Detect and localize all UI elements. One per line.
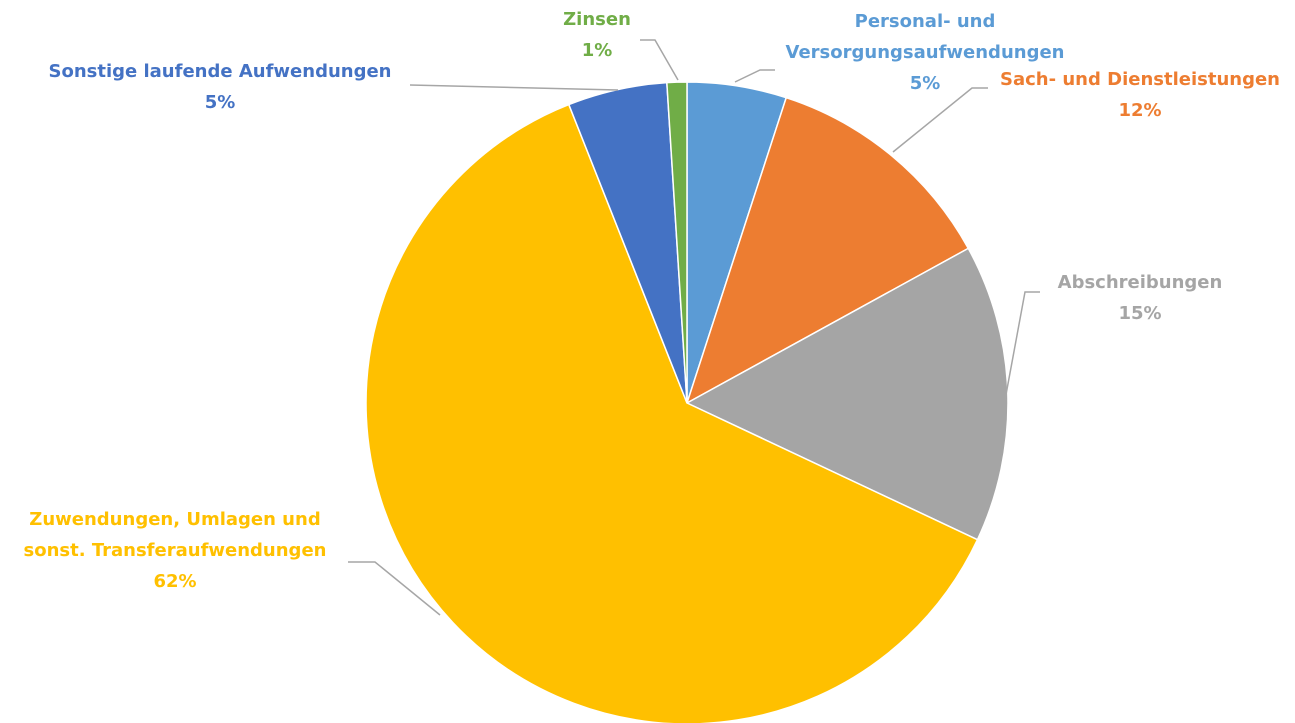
value-label: 15%	[1118, 303, 1162, 324]
category-label: Zinsen	[563, 9, 631, 30]
data-label: Sach- und Dienstleistungen 12%	[980, 64, 1295, 126]
value-label: 5%	[204, 92, 236, 113]
leader-line	[640, 39, 679, 81]
data-label: Zinsen 1%	[537, 4, 657, 66]
category-label: Personal- und Versorgungsaufwendungen	[785, 11, 1065, 63]
category-label: Sonstige laufende Aufwendungen	[48, 61, 392, 82]
value-label: 5%	[909, 73, 941, 94]
leader-line	[892, 87, 988, 153]
pie-slice	[685, 247, 1009, 541]
leader-line	[409, 84, 619, 91]
data-label: Personal- und Versorgungsaufwendungen 5%	[765, 6, 1085, 99]
value-label: 62%	[153, 571, 197, 592]
category-label: Abschreibungen	[1057, 272, 1223, 293]
category-label: Sach- und Dienstleistungen	[1000, 69, 1280, 90]
pie-slice	[685, 96, 970, 405]
data-label: Abschreibungen 15%	[1040, 267, 1240, 329]
leader-line	[1004, 291, 1040, 401]
pie-slice	[365, 103, 979, 723]
pie-slice	[666, 81, 688, 404]
value-label: 1%	[581, 40, 613, 61]
value-label: 12%	[1118, 100, 1162, 121]
leader-line	[734, 69, 775, 83]
data-label: Zuwendungen, Umlagen und sonst. Transfer…	[0, 504, 350, 597]
data-label: Sonstige laufende Aufwendungen 5%	[20, 56, 420, 118]
leader-line	[348, 561, 441, 616]
category-label: Zuwendungen, Umlagen und sonst. Transfer…	[23, 509, 327, 561]
